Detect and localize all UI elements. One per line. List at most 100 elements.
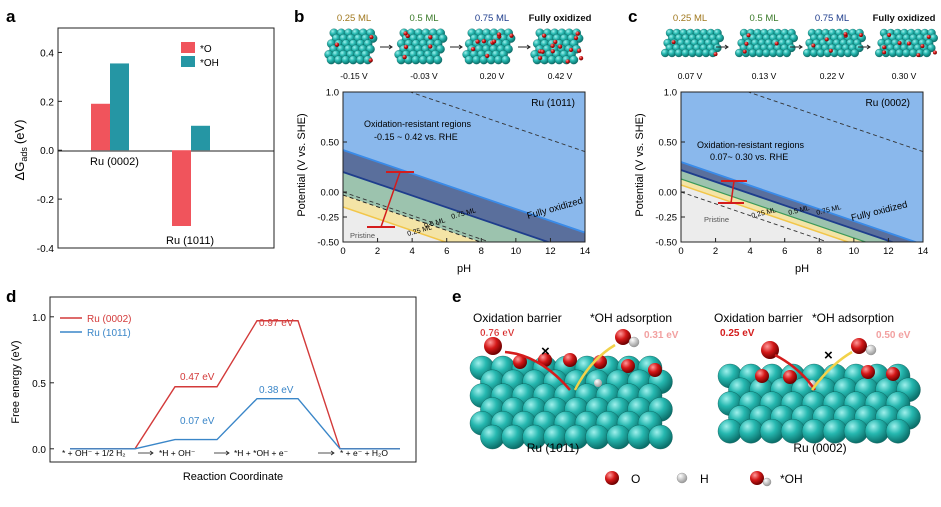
b-slab-0	[324, 28, 378, 65]
right-ads-value: 0.50 eV	[876, 330, 911, 341]
left-oxidation-path	[504, 350, 571, 391]
panel-d-xlabel: Reaction Coordinate	[183, 471, 283, 483]
panel-b-title: Ru (1011)	[531, 98, 575, 109]
oh-h-atom	[628, 336, 640, 348]
o-atom	[470, 47, 476, 52]
c-ytick-label: 0.00	[659, 188, 678, 199]
b-ytick-label: -0.50	[317, 238, 339, 249]
legend-ru0002-label: Ru (0002)	[87, 314, 131, 325]
ru-atom	[780, 419, 806, 444]
panel-d: 1.0 0.5 0.0 Ru (0002) Ru (1011) 0.47 eV 0.…	[10, 296, 417, 483]
legend-oh-text: *OH	[780, 472, 803, 486]
region-fully-oxidized-c	[681, 92, 923, 242]
ru-atom	[822, 419, 848, 444]
surface-o-atom	[563, 353, 577, 367]
o-atom	[906, 41, 911, 46]
o-atom	[774, 41, 779, 46]
ru-atom	[717, 419, 743, 444]
right-adsorption-path	[810, 350, 853, 391]
right-ads-title: *OH adsorption	[812, 311, 894, 325]
o-atom	[824, 37, 829, 42]
series-ru0002	[70, 320, 400, 450]
c-slab-1	[735, 28, 798, 58]
o-atom	[926, 34, 931, 39]
panel-c-region-title: Oxidation-resistant regions	[697, 140, 805, 150]
o-atom	[403, 44, 409, 50]
d-ytick-label: 0.5	[32, 379, 46, 390]
panel-b: 0.25 ML -0.15 V 0.5 ML -0.03 V 0.75 ML 0.20 V…	[296, 13, 592, 275]
value-1011-step3: 0.38 eV	[259, 385, 294, 396]
o-atom	[550, 49, 555, 54]
c-potential-3: 0.30 V	[892, 71, 917, 81]
c-flow-arrowhead	[798, 44, 803, 50]
o-atom	[713, 52, 718, 57]
line-025ml-c	[681, 184, 851, 242]
surface-h-atom	[594, 379, 602, 387]
panel-c-region-range: 0.07~ 0.30 vs. RHE	[710, 152, 788, 162]
o-atom	[565, 59, 570, 64]
c-xtick-label: 4	[747, 246, 752, 257]
dashed-ref-lower	[343, 191, 491, 242]
right-slab-label: Ru (0002)	[793, 441, 846, 455]
o-atom	[553, 39, 558, 45]
c-xtick-label: 8	[817, 246, 822, 257]
o-atom	[550, 43, 555, 48]
left-barrier-title: Oxidation barrier	[473, 311, 562, 325]
oh-h-atom-r	[865, 344, 877, 356]
c-potential-1: 0.13 V	[752, 71, 777, 81]
left-ads-title: *OH adsorption	[590, 311, 672, 325]
ru-atom	[501, 55, 511, 65]
o-atom	[882, 50, 887, 55]
approaching-o-atom	[484, 337, 502, 355]
line-075ml-c	[681, 169, 895, 242]
panel-d-frame	[49, 296, 417, 463]
bar-oh-1	[191, 125, 210, 151]
panel-a: 0.4 0.2 0.0 -0.2 -0.4 *O *OH Ru (0002) Ru (1…	[12, 27, 275, 255]
legend-oh-o-atom	[750, 471, 764, 485]
panel-c-band-05: 0.5 ML	[788, 205, 811, 217]
ru-atom	[627, 424, 652, 450]
panel-c: 0.25 ML 0.07 V 0.5 ML 0.13 V 0.75 ML 0.22 V Fu…	[634, 13, 938, 275]
c-flow-arrowhead	[724, 44, 729, 50]
panel-b-region-range: -0.15 ~ 0.42 vs. RHE	[374, 132, 458, 142]
ru-atom	[569, 55, 579, 65]
panel-b-ylabel: Potential (V vs. SHE)	[296, 113, 308, 216]
series-ru1011	[70, 397, 400, 450]
region-fully-oxidized	[343, 92, 585, 233]
category-ru1011: Ru (1011)	[166, 235, 214, 247]
panel-d-yticks: 1.0 0.5 0.0	[32, 313, 54, 456]
svg-text:ΔGads(eV): ΔGads(eV)	[12, 120, 29, 181]
surface-o-atom	[755, 369, 769, 383]
c-flow-arrowhead	[866, 44, 871, 50]
d-ytick-label: 1.0	[32, 313, 46, 324]
ru-atom	[480, 424, 505, 450]
panel-letter-d: d	[6, 287, 16, 306]
b-xtick-label: 8	[479, 246, 484, 257]
dashed-ref-upper-c	[746, 92, 923, 153]
legend-o-swatch	[181, 42, 195, 53]
ru-atom	[922, 48, 931, 58]
a-ytick-label: -0.4	[37, 244, 55, 255]
o-atom	[568, 47, 574, 53]
step-label-1: * + OH⁻ + 1/2 H₂	[62, 448, 126, 458]
bar-o-1	[172, 150, 191, 226]
o-atom	[932, 50, 937, 55]
dashed-ref-upper	[408, 92, 585, 153]
surface-o-atom	[783, 370, 797, 384]
line-fully-c	[681, 161, 919, 242]
o-atom	[428, 35, 433, 40]
o-atom	[828, 48, 833, 53]
panel-b-region-title: Oxidation-resistant regions	[364, 119, 472, 129]
ru-atom	[782, 48, 791, 58]
c-coverage-label-3: Fully oxidized	[873, 13, 936, 24]
b-potential-2: 0.20 V	[480, 71, 505, 81]
b-ytick-label: 0.00	[321, 188, 340, 199]
right-oxidation-path	[774, 353, 817, 391]
c-potential-0: 0.07 V	[678, 71, 703, 81]
step-label-3: *H + *OH + e⁻	[234, 448, 288, 458]
b-ytick-label: -0.25	[317, 213, 339, 224]
bar-o-0	[91, 103, 110, 151]
category-ru0002: Ru (0002)	[90, 156, 139, 168]
o-atom	[334, 42, 340, 47]
